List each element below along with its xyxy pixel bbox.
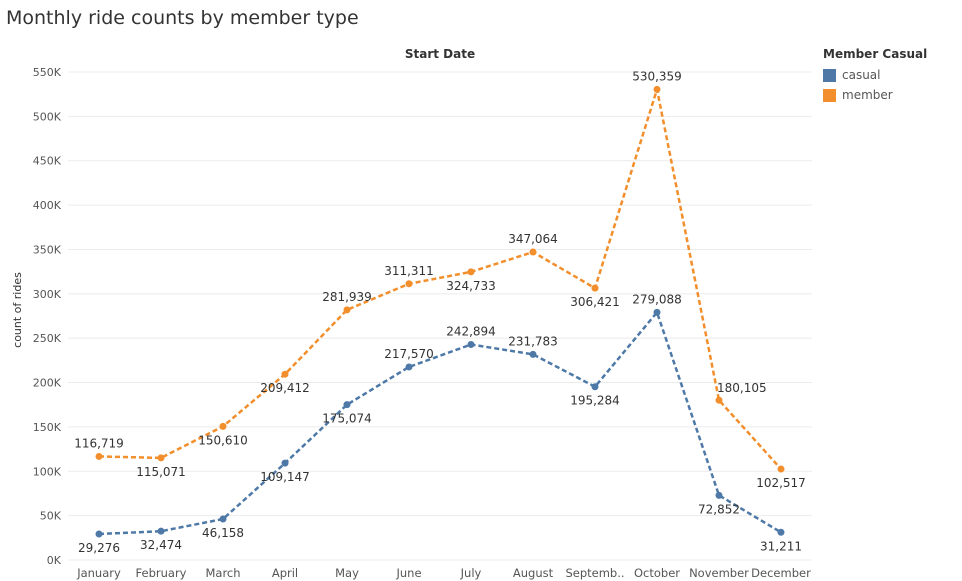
data-point-casual[interactable] [219,515,227,523]
data-point-casual[interactable] [467,340,475,348]
data-point-member[interactable] [405,280,413,288]
data-point-member[interactable] [467,268,475,276]
x-tick-label: March [205,566,240,580]
data-point-casual[interactable] [529,350,537,358]
data-label-casual: 32,474 [140,538,182,552]
data-point-casual[interactable] [715,491,723,499]
data-point-member[interactable] [343,306,351,314]
x-tick-label: May [335,566,359,580]
data-labels: 29,276 32,474 46,158 109,147 175,074 217,570 2… [74,69,806,555]
data-point-member[interactable] [95,452,103,460]
x-tick-label: October [634,566,680,580]
data-point-casual[interactable] [95,530,103,538]
gridlines [68,71,812,561]
data-label-casual: 72,852 [698,502,740,516]
data-label-casual: 195,284 [570,394,620,408]
data-label-member: 115,071 [136,465,186,479]
y-tick-label: 550K [33,66,62,79]
y-tick-label: 500K [33,110,62,123]
legend-title: Member Casual [823,47,928,61]
data-label-member: 311,311 [384,264,434,278]
data-point-member[interactable] [529,248,537,256]
data-point-casual[interactable] [591,383,599,391]
x-tick-label: June [395,566,421,580]
data-label-member: 324,733 [446,279,496,293]
x-tick-label: Septemb.. [565,566,624,580]
data-label-casual: 279,088 [632,292,682,306]
legend-item-member[interactable]: member [823,85,927,105]
x-tick-label: August [513,566,554,580]
data-point-casual[interactable] [281,459,289,467]
data-label-member: 306,421 [570,295,620,309]
data-label-member: 116,719 [74,436,124,450]
data-point-casual[interactable] [343,401,351,409]
x-axis-ticks: January February March April May June July Augu… [76,566,811,580]
x-tick-label: April [272,566,298,580]
data-point-member[interactable] [653,85,661,93]
data-label-casual: 217,570 [384,347,434,361]
data-point-casual[interactable] [653,308,661,316]
legend-label-member: member [842,88,893,102]
data-point-member[interactable] [777,465,785,473]
data-point-member[interactable] [591,284,599,292]
y-tick-label: 200K [33,377,62,390]
data-point-member[interactable] [157,454,165,462]
data-label-member: 281,939 [322,290,372,304]
data-label-casual: 31,211 [760,539,802,553]
y-tick-label: 50K [40,510,62,523]
data-label-member: 209,412 [260,381,310,395]
data-point-member[interactable] [715,396,723,404]
y-tick-label: 300K [33,288,62,301]
y-tick-label: 0K [47,554,62,567]
data-label-casual: 175,074 [322,412,372,426]
x-tick-label: November [689,566,749,580]
y-tick-label: 350K [33,243,62,256]
data-label-member: 102,517 [756,476,806,490]
chart-title: Monthly ride counts by member type [6,7,359,29]
legend-swatch-casual [823,68,836,82]
legend-item-casual[interactable]: casual [823,65,927,85]
series-line-casual [98,309,782,536]
data-label-casual: 46,158 [202,526,244,540]
data-label-casual: 29,276 [78,541,120,555]
y-tick-label: 400K [33,199,62,212]
y-axis-ticks: 0K 50K 100K 150K 200K 250K 300K 350K 400K 450K 500… [33,66,62,567]
data-label-member: 347,064 [508,232,558,246]
y-tick-label: 150K [33,421,62,434]
y-axis-title: count of rides [11,272,24,348]
x-tick-label: January [76,566,121,580]
legend-swatch-member [823,88,836,102]
data-label-member: 150,610 [198,433,248,447]
data-label-casual: 242,894 [446,324,496,338]
data-label-casual: 109,147 [260,470,310,484]
x-tick-label: December [751,566,811,580]
series-line-member [98,89,782,470]
y-tick-label: 100K [33,465,62,478]
x-axis-title: Start Date [405,47,475,61]
data-label-member: 530,359 [632,69,682,83]
data-point-casual[interactable] [405,363,413,371]
x-tick-label: July [460,566,482,580]
y-tick-label: 450K [33,155,62,168]
data-point-casual[interactable] [157,527,165,535]
series-lines [95,85,785,538]
x-tick-label: February [136,566,187,580]
data-label-member: 180,105 [717,381,767,395]
data-label-casual: 231,783 [508,334,558,348]
data-point-member[interactable] [281,370,289,378]
y-tick-label: 250K [33,332,62,345]
data-point-member[interactable] [219,422,227,430]
legend: Member Casual casual member [823,47,927,105]
legend-label-casual: casual [842,68,881,82]
data-point-casual[interactable] [777,528,785,536]
